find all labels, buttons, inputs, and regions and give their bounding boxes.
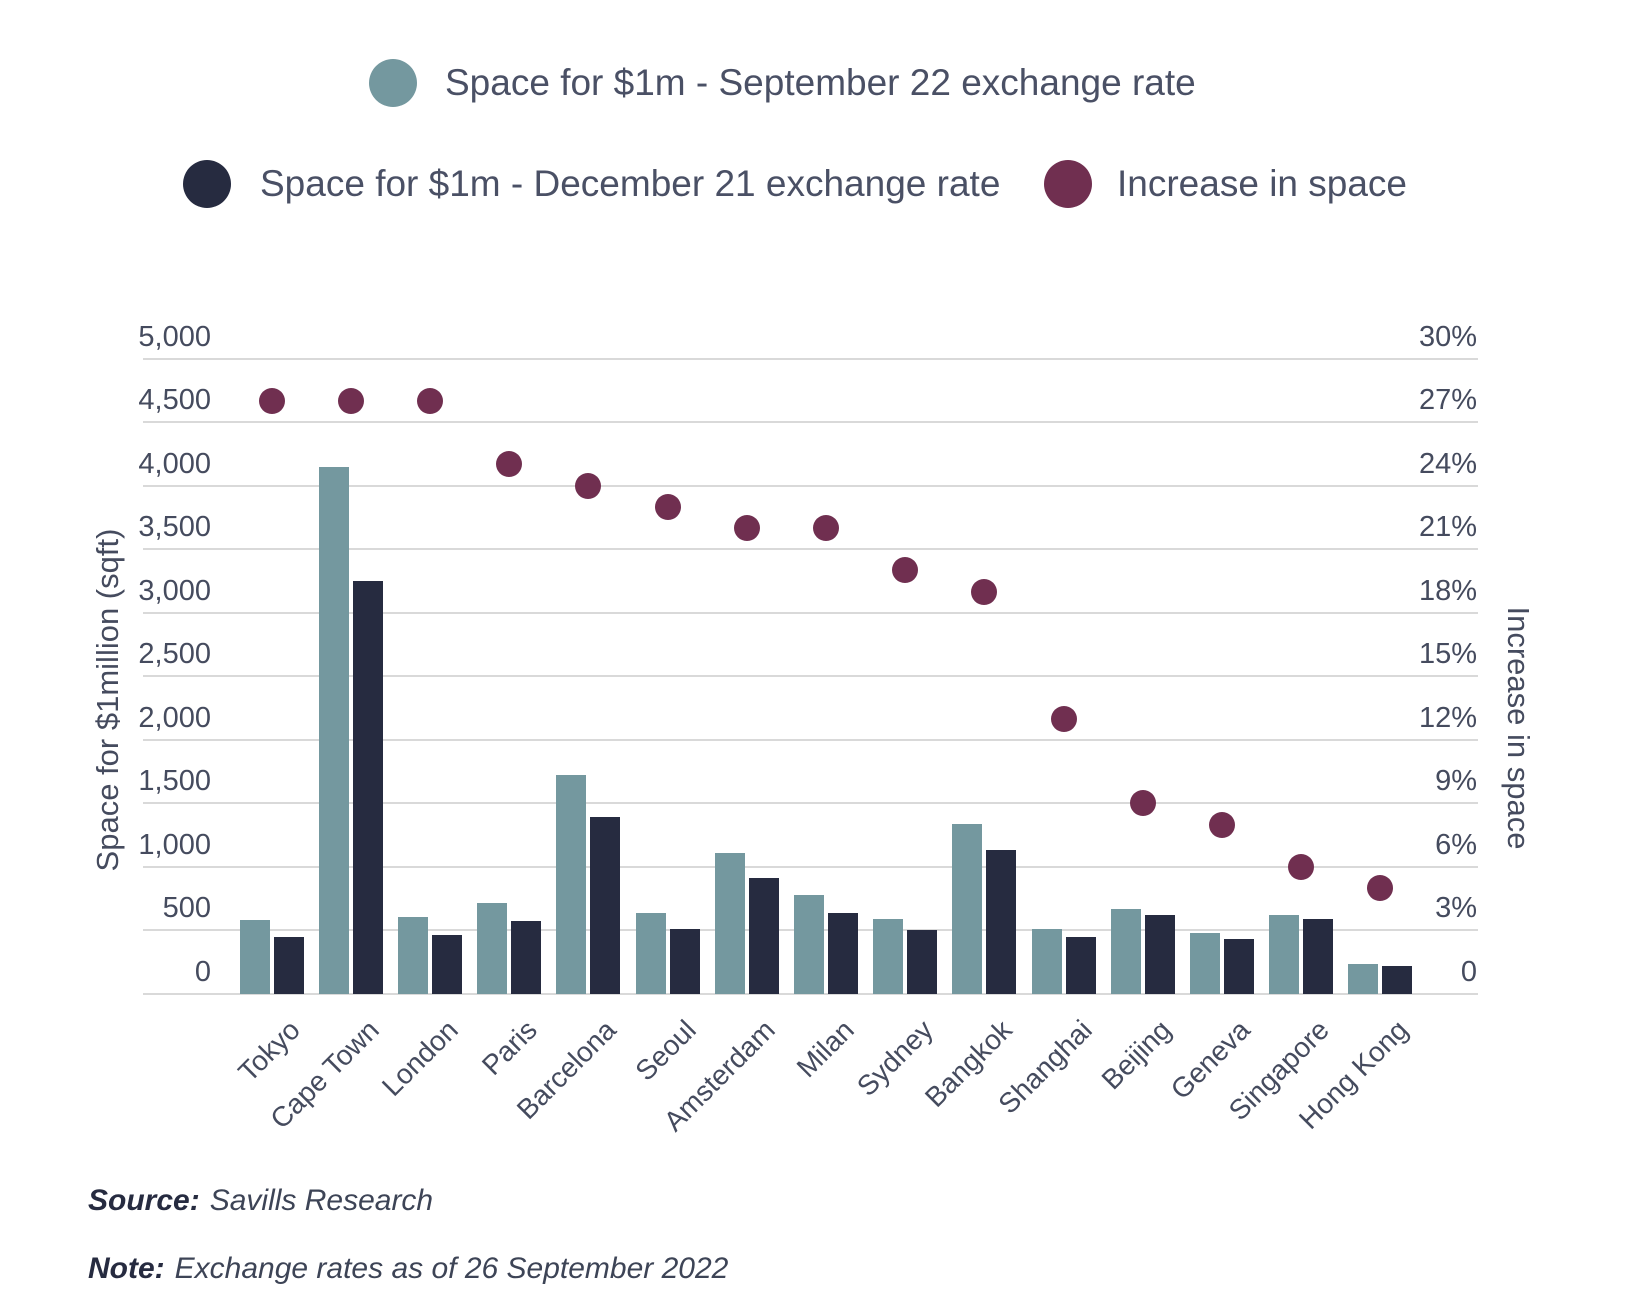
- dot-increase-seoul: [654, 493, 681, 520]
- legend-label-sep22: Space for $1m - September 22 exchange ra…: [445, 62, 1196, 103]
- left-axis-tick-5000: 5,000: [138, 320, 211, 353]
- gridline-3000: [143, 611, 1478, 614]
- bar-sep22-geneva: [1189, 932, 1220, 994]
- left-axis-tick-2500: 2,500: [138, 638, 211, 671]
- right-axis-tick-12: 12%: [1418, 701, 1477, 734]
- gridline-5000: [143, 357, 1478, 360]
- bar-dec21-milan: [827, 912, 858, 994]
- bar-dec21-singapore: [1303, 919, 1334, 994]
- bar-sep22-seoul: [635, 912, 666, 994]
- right-axis-tick-27: 27%: [1418, 384, 1477, 417]
- left-axis-tick-500: 500: [162, 892, 211, 925]
- right-axis-tick-30: 30%: [1418, 320, 1477, 353]
- dot-increase-sydney: [892, 557, 919, 584]
- bar-dec21-tokyo: [273, 936, 304, 994]
- gridline-4500: [143, 421, 1478, 424]
- bar-dec21-paris: [511, 920, 542, 994]
- dot-increase-singapore: [1288, 853, 1315, 880]
- bar-dec21-geneva: [1223, 938, 1254, 994]
- bar-sep22-sydney: [873, 919, 904, 994]
- left-axis-tick-4500: 4,500: [138, 384, 211, 417]
- right-axis-tick-24: 24%: [1418, 447, 1477, 480]
- gridline-3500: [143, 548, 1478, 551]
- bar-sep22-singapore: [1269, 915, 1300, 994]
- bar-sep22-barcelona: [556, 774, 587, 994]
- dot-increase-hong-kong: [1367, 875, 1394, 902]
- left-axis-tick-0: 0: [194, 956, 211, 988]
- dot-increase-beijing: [1129, 790, 1156, 817]
- left-axis-tick-2000: 2,000: [138, 701, 211, 734]
- legend-swatch-dec21: [183, 160, 231, 208]
- dot-increase-barcelona: [575, 472, 602, 499]
- right-axis-tick-6: 6%: [1435, 828, 1477, 861]
- bar-dec21-sydney: [907, 930, 938, 994]
- source-line: Source: Savills Research: [88, 1184, 433, 1218]
- bar-dec21-beijing: [1144, 915, 1175, 994]
- right-axis-tick-21: 21%: [1418, 511, 1477, 544]
- gridline-4000: [143, 484, 1478, 487]
- dot-increase-shanghai: [1050, 705, 1077, 732]
- legend-label-dec21: Space for $1m - December 21 exchange rat…: [260, 163, 1001, 204]
- bar-sep22-tokyo: [239, 920, 270, 994]
- bar-dec21-hong-kong: [1382, 966, 1413, 994]
- left-axis-tick-4000: 4,000: [138, 447, 211, 480]
- dot-increase-tokyo: [258, 387, 285, 414]
- gridline-2000: [143, 738, 1478, 741]
- bar-sep22-cape-town: [318, 466, 349, 994]
- dot-increase-paris: [496, 451, 523, 478]
- note-label: Note:: [88, 1252, 165, 1285]
- left-axis-tick-1000: 1,000: [138, 828, 211, 861]
- bar-sep22-bangkok: [952, 823, 983, 994]
- right-axis-tick-18: 18%: [1418, 574, 1477, 607]
- dot-increase-geneva: [1208, 811, 1235, 838]
- dot-increase-cape-town: [337, 387, 364, 414]
- bar-sep22-shanghai: [1031, 928, 1062, 994]
- bar-sep22-london: [397, 917, 428, 994]
- bar-sep22-hong-kong: [1348, 964, 1379, 994]
- bar-dec21-cape-town: [352, 580, 383, 994]
- left-axis-tick-1500: 1,500: [138, 765, 211, 798]
- dot-increase-amsterdam: [733, 514, 760, 541]
- bar-sep22-paris: [477, 903, 508, 994]
- bar-sep22-amsterdam: [714, 852, 745, 994]
- note-text: Exchange rates as of 26 September 2022: [174, 1252, 729, 1285]
- bar-dec21-amsterdam: [748, 878, 779, 994]
- left-axis-tick-3500: 3,500: [138, 511, 211, 544]
- gridline-1000: [143, 865, 1478, 868]
- legend-label-increase: Increase in space: [1117, 163, 1408, 204]
- bar-sep22-beijing: [1110, 909, 1141, 994]
- gridline-2500: [143, 675, 1478, 678]
- right-axis-tick-9: 9%: [1435, 765, 1477, 798]
- left-axis-tick-3000: 3,000: [138, 574, 211, 607]
- bar-dec21-shanghai: [1065, 937, 1096, 994]
- legend-swatch-sep22: [369, 59, 417, 107]
- bar-dec21-seoul: [669, 928, 700, 994]
- legend-swatch-increase: [1044, 160, 1092, 208]
- dot-increase-london: [416, 387, 443, 414]
- right-axis-title: Increase in space: [1501, 606, 1536, 850]
- dot-increase-bangkok: [971, 578, 998, 605]
- source-text: Savills Research: [209, 1184, 434, 1217]
- right-axis-tick-3: 3%: [1435, 892, 1477, 925]
- right-axis-tick-15: 15%: [1418, 638, 1477, 671]
- bar-dec21-barcelona: [590, 816, 621, 994]
- bar-dec21-london: [431, 934, 462, 994]
- source-label: Source:: [88, 1184, 200, 1217]
- note-line: Note: Exchange rates as of 26 September 2…: [88, 1252, 728, 1286]
- gridline-0: [143, 993, 1478, 995]
- right-axis-tick-0: 0: [1460, 956, 1477, 988]
- bar-dec21-bangkok: [986, 849, 1017, 994]
- gridline-1500: [143, 802, 1478, 805]
- dot-increase-milan: [812, 514, 839, 541]
- bar-sep22-milan: [793, 894, 824, 994]
